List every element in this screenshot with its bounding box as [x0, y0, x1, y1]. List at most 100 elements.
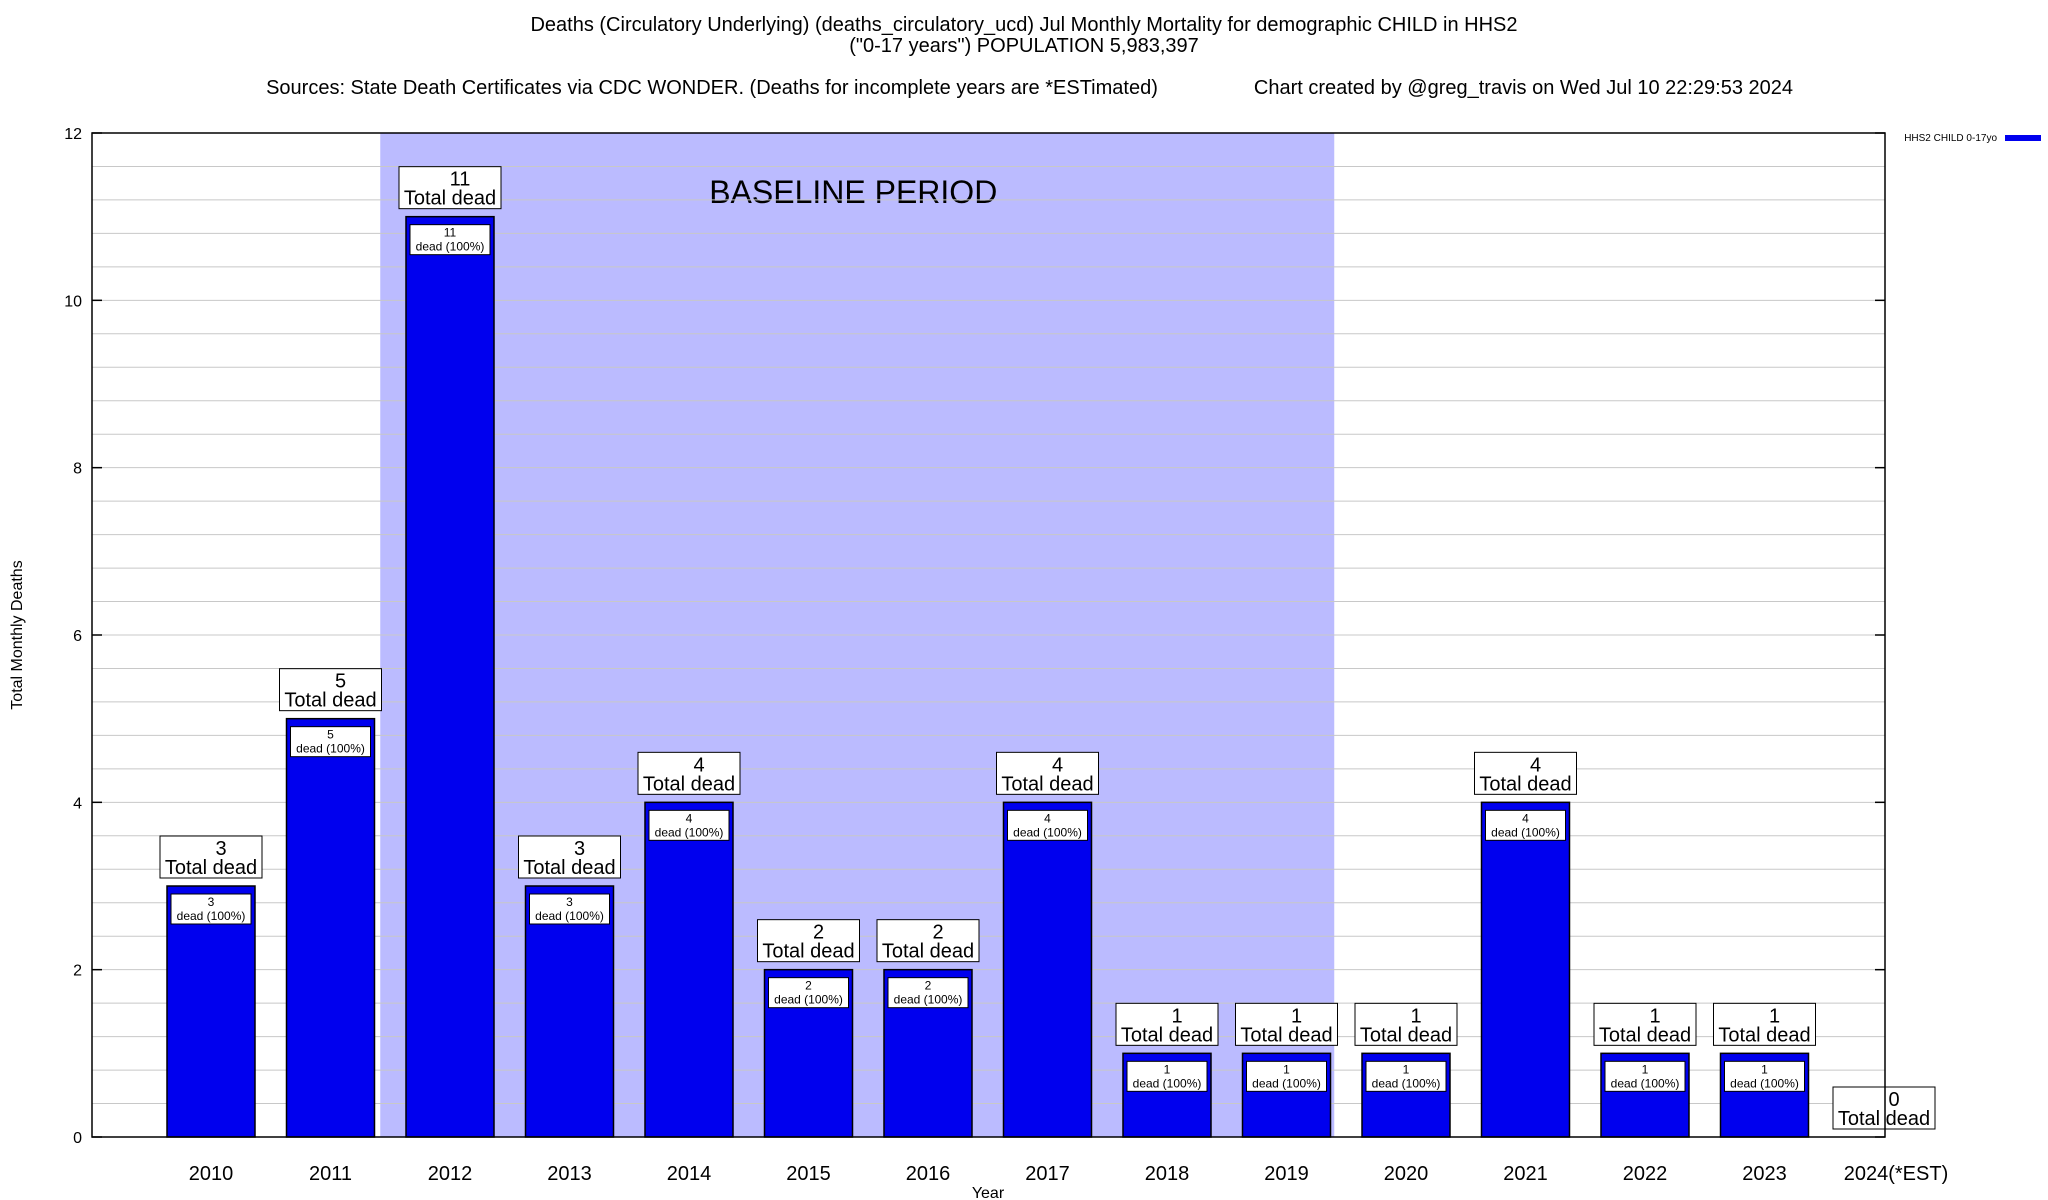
x-tick-label: 2010 [189, 1163, 234, 1185]
total-label-box [1115, 1002, 1219, 1046]
inner-label-value: 3 [208, 895, 215, 909]
total-label-caption: Total dead [1360, 1024, 1452, 1046]
inner-label-value: 2 [925, 979, 932, 993]
inner-label-box [1246, 1060, 1327, 1092]
inner-label-box [1365, 1060, 1447, 1092]
inner-label-caption: dead (100%) [1252, 1076, 1321, 1090]
chart-sources-line: Sources: State Death Certificates via CD… [0, 55, 2048, 99]
total-label-box [637, 751, 741, 795]
total-label-value: 5 [335, 671, 346, 693]
inner-label-value: 1 [1164, 1062, 1171, 1076]
y-tick-label: 12 [64, 126, 82, 143]
bar-2010 [166, 885, 256, 1138]
total-label-value: 1 [1649, 1005, 1660, 1027]
legend-swatch [2005, 135, 2041, 141]
bar-2021 [1480, 801, 1571, 1138]
inner-label-caption: dead (100%) [177, 909, 246, 923]
inner-label-value: 1 [1642, 1062, 1649, 1076]
total-label-value: 4 [1052, 754, 1063, 776]
x-tick-label: 2021 [1503, 1163, 1548, 1185]
x-tick-label: 2018 [1145, 1163, 1190, 1185]
inner-label-value: 4 [1044, 811, 1051, 825]
bar-2013 [524, 885, 615, 1138]
total-label-value: 4 [693, 754, 704, 776]
x-axis-title: Year [972, 1185, 1005, 1200]
total-label-box [279, 668, 382, 712]
x-tick-label: 2013 [547, 1163, 592, 1185]
total-label-value: 1 [1171, 1005, 1182, 1027]
inner-label-caption: dead (100%) [894, 993, 963, 1007]
inner-label-box [1485, 809, 1566, 841]
total-label-box [757, 919, 860, 963]
inner-label-caption: dead (100%) [1730, 1076, 1799, 1090]
inner-label-box [887, 977, 969, 1009]
total-label-box [398, 166, 502, 210]
total-label-caption: Total dead [1240, 1024, 1332, 1046]
inner-label-box [409, 224, 491, 256]
x-tick-label: 2022 [1623, 1163, 1668, 1185]
total-label-caption: Total dead [284, 690, 376, 712]
y-tick-label: 8 [73, 461, 82, 478]
inner-label-caption: dead (100%) [296, 742, 365, 756]
total-label-box [1474, 751, 1577, 795]
inner-label-box [1604, 1060, 1686, 1092]
total-label-box [1593, 1002, 1697, 1046]
total-label-value: 2 [932, 922, 943, 944]
x-tick-label: 2017 [1025, 1163, 1070, 1185]
inner-label-caption: dead (100%) [416, 240, 485, 254]
chart-title-line2: ("0-17 years") POPULATION 5,983,397 [849, 35, 1199, 57]
total-label-box [996, 751, 1099, 795]
inner-label-caption: dead (100%) [655, 825, 724, 839]
inner-label-value: 4 [1522, 811, 1529, 825]
chart-credit-text: Chart created by @greg_travis on Wed Jul… [1253, 77, 1794, 99]
inner-label-caption: dead (100%) [1491, 825, 1560, 839]
gridlines-layer [92, 165, 1885, 1105]
total-label-box [1235, 1002, 1338, 1046]
x-tick-label: 2016 [906, 1163, 951, 1185]
inner-label-caption: dead (100%) [1611, 1076, 1680, 1090]
total-label-value: 3 [574, 838, 585, 860]
y-tick-label: 10 [64, 293, 82, 310]
y-axis-title: Total Monthly Deaths [9, 560, 26, 709]
inner-label-value: 11 [444, 226, 457, 240]
total-label-value: 2 [813, 922, 824, 944]
inner-label-value: 3 [566, 895, 573, 909]
x-tick-label: 2012 [428, 1163, 473, 1185]
y-tick-label: 4 [73, 795, 82, 812]
inner-label-caption: dead (100%) [1372, 1076, 1441, 1090]
total-label-caption: Total dead [1001, 773, 1093, 795]
inner-label-value: 1 [1761, 1062, 1768, 1076]
total-label-caption: Total dead [1479, 773, 1571, 795]
inner-label-value: 5 [327, 728, 334, 742]
total-label-caption: Total dead [1718, 1024, 1810, 1046]
total-label-caption: Total dead [523, 857, 615, 879]
total-label-caption: Total dead [404, 188, 496, 210]
x-tick-label: 2011 [309, 1163, 352, 1185]
inner-label-caption: dead (100%) [535, 909, 604, 923]
total-label-box [1354, 1002, 1458, 1046]
total-label-box [159, 835, 263, 879]
y-tick-label: 2 [73, 963, 82, 980]
inner-label-value: 4 [686, 811, 693, 825]
bar-2017 [1002, 801, 1093, 1138]
inner-label-value: 1 [1283, 1062, 1290, 1076]
legend-label: HHS2 CHILD 0-17yo [1904, 133, 1997, 144]
x-tick-label: 2020 [1384, 1163, 1429, 1185]
total-label-caption: Total dead [643, 773, 735, 795]
total-label-box [1713, 1002, 1816, 1046]
x-tick-label: 2024(*EST) [1844, 1163, 1949, 1185]
chart-sources-text: Sources: State Death Certificates via CD… [266, 77, 1158, 99]
bar-2011 [285, 717, 376, 1138]
inner-label-caption: dead (100%) [1013, 825, 1082, 839]
total-label-value: 0 [1888, 1089, 1899, 1111]
inner-label-box [529, 893, 610, 925]
total-label-value: 3 [215, 838, 226, 860]
axes-layer: 2010 2011 2012 2013 2014 2015 2016 2017 2018 2019… [9, 126, 2041, 1200]
inner-label-caption: dead (100%) [774, 993, 843, 1007]
inner-label-caption: dead (100%) [1133, 1076, 1202, 1090]
x-tick-label: 2019 [1264, 1163, 1309, 1185]
total-label-box [876, 919, 980, 963]
total-label-box [518, 835, 621, 879]
total-label-value: 1 [1291, 1005, 1302, 1027]
